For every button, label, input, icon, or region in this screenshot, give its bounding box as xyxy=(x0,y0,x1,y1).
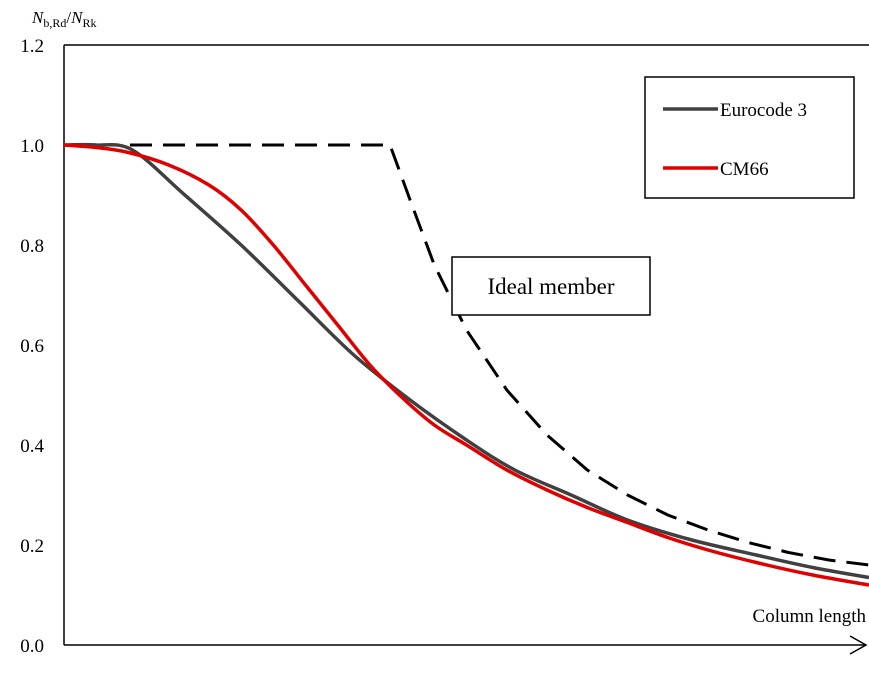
legend-box xyxy=(644,76,855,199)
y-tick-label: 1.2 xyxy=(20,36,44,57)
y-label-num-main: N xyxy=(31,8,45,27)
y-label-sep: / xyxy=(66,8,71,27)
y-tick-label: 0.0 xyxy=(20,636,44,657)
y-tick-labels: 0.0 0.2 0.4 0.6 0.8 1.0 1.2 xyxy=(20,36,44,657)
x-axis-arrow-icon xyxy=(849,635,868,655)
y-tick-label: 1.0 xyxy=(20,136,44,157)
series-line-ideal-member xyxy=(64,143,869,567)
y-tick-label: 0.8 xyxy=(20,236,44,257)
y-tick-label: 0.4 xyxy=(20,436,44,457)
y-label-den-sub: Rk xyxy=(82,16,96,30)
y-label-den-main: N xyxy=(70,8,84,27)
x-axis-label: Column length xyxy=(753,606,867,627)
legend-label-cm66: CM66 xyxy=(720,159,769,180)
y-tick-label: 0.6 xyxy=(20,336,44,357)
y-tick-label: 0.2 xyxy=(20,536,44,557)
series-line-cm66 xyxy=(63,143,869,587)
series-lines xyxy=(63,142,869,587)
annotation-box xyxy=(451,256,651,316)
legend-label-eurocode3: Eurocode 3 xyxy=(720,100,807,121)
legend: Eurocode 3 CM66 xyxy=(644,76,855,199)
annotation-text-ideal-member: Ideal member xyxy=(487,274,614,299)
y-label-num-sub: b,Rd xyxy=(43,16,66,30)
ideal-member-annotation: Ideal member xyxy=(451,256,651,316)
y-axis-label: Nb,Rd/NRk xyxy=(31,8,96,30)
series-line-eurocode-3 xyxy=(63,142,869,580)
